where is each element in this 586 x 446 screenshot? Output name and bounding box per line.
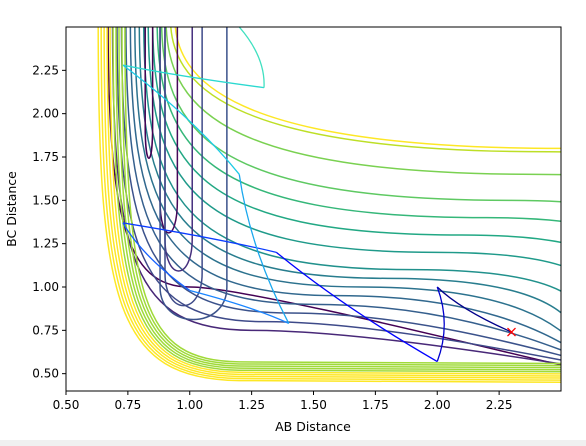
- trajectory-segment: [275, 251, 438, 363]
- trajectory-segment: [122, 222, 277, 253]
- contour-line: [118, 27, 561, 369]
- contour-line: [129, 27, 561, 344]
- contour-line: [109, 27, 561, 375]
- contour-line: [174, 27, 561, 150]
- contour-line: [159, 27, 228, 321]
- contour-line: [165, 27, 561, 176]
- trajectory-path: [122, 27, 512, 363]
- contour-line: [106, 27, 561, 377]
- y-tick-label: 1.00: [32, 280, 59, 294]
- contour-line: [100, 27, 561, 381]
- contour-line: [144, 27, 154, 160]
- window-bottom-strip: [0, 440, 586, 446]
- x-tick-label: 1.50: [300, 398, 327, 412]
- trajectory-segment: [122, 64, 265, 89]
- contour-line: [134, 27, 561, 333]
- contour-line: [103, 27, 561, 379]
- trajectory-segment: [238, 27, 265, 88]
- contour-line: [151, 27, 561, 244]
- y-axis-label: BC Distance: [4, 171, 19, 247]
- contour-line: [115, 27, 561, 371]
- x-axis-label: AB Distance: [275, 419, 351, 434]
- contour-line: [160, 27, 561, 203]
- contour-lines: [97, 27, 561, 383]
- contour-line: [97, 27, 561, 383]
- trajectory-segment: [436, 286, 445, 362]
- trajectory-segment: [238, 174, 290, 324]
- trajectory-segment: [122, 222, 191, 291]
- trajectory-segment: [436, 286, 512, 333]
- x-tick-label: 2.25: [486, 398, 513, 412]
- contour-line: [170, 27, 561, 153]
- y-tick-label: 1.50: [32, 193, 59, 207]
- x-tick-label: 0.75: [115, 398, 142, 412]
- contour-line: [125, 27, 561, 351]
- y-tick-label: 0.50: [32, 367, 59, 381]
- trajectory-segment: [189, 289, 290, 324]
- contour-line: [143, 27, 561, 293]
- contour-line: [124, 27, 561, 365]
- x-axis-ticks: 0.50 0.75 1.00 1.25 1.50 1.75 2.00 2.25: [53, 391, 513, 412]
- contour-line: [112, 27, 561, 373]
- contour-line: [121, 27, 561, 367]
- x-tick-label: 2.00: [424, 398, 451, 412]
- start-marker-stroke: [507, 327, 516, 337]
- y-tick-label: 2.25: [32, 63, 59, 77]
- start-marker: [507, 327, 516, 337]
- contour-line: [156, 27, 561, 223]
- y-tick-label: 2.00: [32, 107, 59, 121]
- contour-line: [164, 27, 203, 307]
- contour-line: [107, 27, 561, 366]
- y-tick-label: 0.75: [32, 323, 59, 337]
- y-tick-label: 1.25: [32, 237, 59, 251]
- x-tick-label: 0.50: [53, 398, 80, 412]
- contour-line: [147, 27, 561, 267]
- y-tick-label: 1.75: [32, 150, 59, 164]
- x-tick-label: 1.75: [362, 398, 389, 412]
- y-axis-ticks: 0.50 0.75 1.00 1.25 1.50 1.75 2.00 2.25: [32, 63, 66, 381]
- contour-line: [120, 27, 561, 357]
- trajectory-segment: [122, 64, 240, 175]
- x-tick-label: 1.25: [238, 398, 265, 412]
- x-tick-label: 1.00: [176, 398, 203, 412]
